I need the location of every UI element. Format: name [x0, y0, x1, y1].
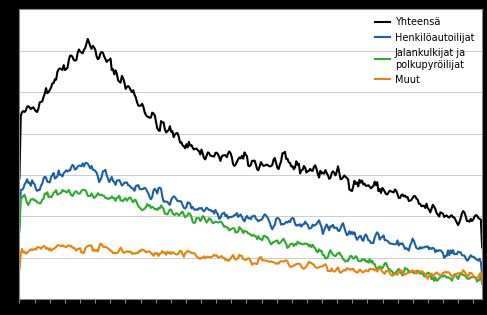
Jalankulkijat ja
polkupyröilijat: [362, 257, 368, 261]
Henkilöautoilijat: [362, 234, 368, 238]
Henkilöautoilijat: [334, 226, 340, 230]
Line: Muut: Muut: [19, 243, 482, 281]
Henkilöautoilijat: [17, 224, 22, 227]
Line: Henkilöautoilijat: Henkilöautoilijat: [19, 163, 482, 274]
Jalankulkijat ja
polkupyröilijat: [81, 188, 87, 192]
Muut: [242, 258, 247, 261]
Yhteensä: [362, 182, 368, 186]
Jalankulkijat ja
polkupyröilijat: [334, 252, 340, 256]
Muut: [362, 269, 368, 273]
Muut: [32, 247, 37, 251]
Muut: [467, 271, 472, 275]
Yhteensä: [39, 100, 45, 103]
Henkilöautoilijat: [242, 220, 247, 223]
Jalankulkijat ja
polkupyröilijat: [32, 199, 37, 203]
Jalankulkijat ja
polkupyröilijat: [467, 277, 472, 280]
Yhteensä: [334, 170, 340, 174]
Henkilöautoilijat: [479, 272, 485, 276]
Henkilöautoilijat: [39, 182, 45, 186]
Legend: Yhteensä, Henkilöautoilijat, Jalankulkijat ja
polkupyröilijat, Muut: Yhteensä, Henkilöautoilijat, Jalankulkij…: [373, 14, 477, 88]
Henkilöautoilijat: [32, 182, 37, 186]
Henkilöautoilijat: [467, 255, 472, 259]
Yhteensä: [32, 108, 37, 112]
Muut: [479, 279, 485, 283]
Muut: [39, 245, 45, 249]
Yhteensä: [242, 151, 247, 154]
Line: Yhteensä: Yhteensä: [19, 39, 482, 248]
Line: Jalankulkijat ja
polkupyröilijat: Jalankulkijat ja polkupyröilijat: [19, 190, 482, 284]
Muut: [97, 242, 103, 245]
Jalankulkijat ja
polkupyröilijat: [242, 229, 247, 232]
Yhteensä: [467, 220, 472, 224]
Jalankulkijat ja
polkupyröilijat: [17, 229, 22, 233]
Yhteensä: [479, 246, 485, 249]
Henkilöautoilijat: [84, 161, 90, 165]
Muut: [334, 267, 340, 271]
Jalankulkijat ja
polkupyröilijat: [479, 282, 485, 286]
Muut: [17, 267, 22, 271]
Jalankulkijat ja
polkupyröilijat: [39, 198, 45, 202]
Yhteensä: [17, 176, 22, 180]
Yhteensä: [85, 37, 91, 41]
